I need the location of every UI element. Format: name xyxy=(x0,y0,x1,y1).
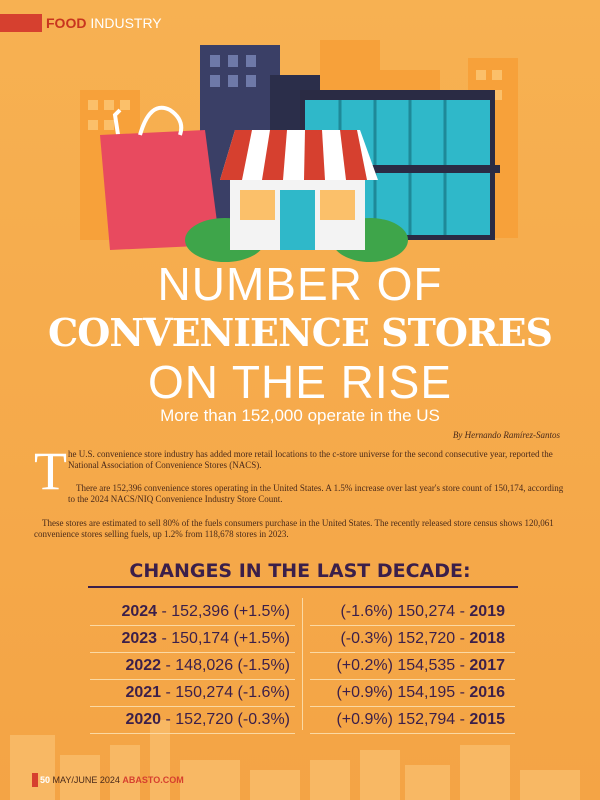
awning-stripes xyxy=(220,130,367,180)
table-row: 2020 - 152,720 (-0.3%) xyxy=(60,708,290,732)
year: 2020 xyxy=(125,711,162,728)
row-rule xyxy=(90,679,295,680)
table-row: (+0.9%) 152,794 - 2015 xyxy=(315,708,505,732)
issue: MAY/JUNE 2024 xyxy=(52,775,120,785)
shop-window xyxy=(320,190,355,220)
footer: 50 MAY/JUNE 2024 ABASTO.COM xyxy=(40,774,184,786)
detail: (-0.3%) 152,720 - xyxy=(340,630,470,647)
building-band xyxy=(290,165,500,173)
section-rule xyxy=(88,586,518,588)
title-line: CONVENIENCE STORES xyxy=(48,310,553,355)
page-number: 50 xyxy=(40,775,51,785)
row-rule xyxy=(310,679,515,680)
row-rule xyxy=(310,625,515,626)
paragraph: he U.S. convenience store industry has a… xyxy=(68,449,553,470)
footer-mark xyxy=(32,773,38,787)
dropcap: T xyxy=(34,441,67,501)
row-rule xyxy=(90,733,295,734)
table-row: (+0.9%) 154,195 - 2016 xyxy=(315,681,505,705)
year: 2015 xyxy=(469,711,505,728)
shopping-bag xyxy=(100,130,220,250)
year: 2021 xyxy=(125,684,162,701)
table-row: (+0.2%) 154,535 - 2017 xyxy=(315,654,505,678)
detail: - 152,720 (-0.3%) xyxy=(161,711,290,728)
table-row: 2024 - 152,396 (+1.5%) xyxy=(60,600,290,624)
detail: (+0.9%) 152,794 - xyxy=(336,711,470,728)
row-rule xyxy=(310,733,515,734)
header-bar xyxy=(0,14,42,32)
detail: - 152,396 (+1.5%) xyxy=(157,603,290,620)
table-row: 2021 - 150,274 (-1.6%) xyxy=(60,681,290,705)
paragraph: These stores are estimated to sell 80% o… xyxy=(34,518,554,539)
table-row: 2023 - 150,174 (+1.5%) xyxy=(60,627,290,651)
site: ABASTO.COM xyxy=(122,775,184,785)
column-divider xyxy=(302,598,303,730)
year: 2023 xyxy=(121,630,158,647)
year: 2022 xyxy=(125,657,162,674)
section-title: CHANGES IN THE LAST DECADE: xyxy=(129,560,471,582)
table-row: (-1.6%) 150,274 - 2019 xyxy=(315,600,505,624)
year: 2017 xyxy=(469,657,505,674)
title-line: ON THE RISE xyxy=(147,356,453,408)
year: 2024 xyxy=(121,603,158,620)
section-light: INDUSTRY xyxy=(90,15,162,31)
bottom-skyline xyxy=(10,720,580,800)
shop-door xyxy=(280,190,315,250)
detail: - 148,026 (-1.5%) xyxy=(161,657,290,674)
detail: - 150,274 (-1.6%) xyxy=(161,684,290,701)
byline: By Hernando Ramírez-Santos xyxy=(452,430,560,440)
section-bold: FOOD xyxy=(46,15,87,31)
bag-handle xyxy=(138,105,184,136)
row-rule xyxy=(310,652,515,653)
detail: - 150,174 (+1.5%) xyxy=(157,630,290,647)
row-rule xyxy=(90,706,295,707)
section-header: FOOD INDUSTRY xyxy=(46,14,162,32)
detail: (+0.2%) 154,535 - xyxy=(336,657,470,674)
row-rule xyxy=(90,652,295,653)
table-row: 2022 - 148,026 (-1.5%) xyxy=(60,654,290,678)
awning xyxy=(220,130,378,180)
subtitle: More than 152,000 operate in the US xyxy=(160,406,440,425)
dark-windows xyxy=(210,55,256,87)
table-row: (-0.3%) 152,720 - 2018 xyxy=(315,627,505,651)
year: 2019 xyxy=(469,603,505,620)
detail: (+0.9%) 154,195 - xyxy=(336,684,470,701)
row-rule xyxy=(90,625,295,626)
detail: (-1.6%) 150,274 - xyxy=(340,603,470,620)
shop-window xyxy=(240,190,275,220)
title-line: NUMBER OF xyxy=(157,258,443,310)
row-rule xyxy=(310,706,515,707)
year: 2016 xyxy=(469,684,505,701)
paragraph: There are 152,396 convenience stores ope… xyxy=(68,483,564,504)
year: 2018 xyxy=(469,630,505,647)
